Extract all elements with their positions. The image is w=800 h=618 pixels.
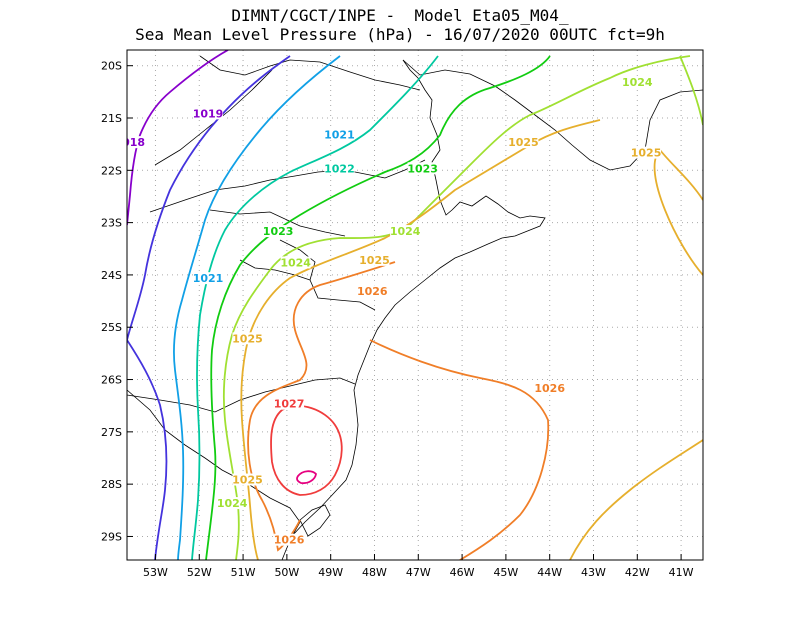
coastline-and-borders (127, 55, 703, 560)
isobar-label-bg (359, 253, 390, 266)
x-tick-label: 43W (581, 566, 606, 579)
x-tick-label: 45W (493, 566, 518, 579)
x-tick-label: 51W (231, 566, 256, 579)
isobar-label-bg (390, 225, 421, 238)
isobar-label-bg (407, 162, 438, 175)
isobar-label: 1026 (357, 285, 388, 298)
isobar-label-bg (324, 128, 355, 141)
x-tick-label: 41W (669, 566, 694, 579)
isobar-label: 1027 (274, 398, 305, 411)
state-border-7 (127, 389, 301, 541)
isobar-1025-east (653, 148, 703, 276)
isobar-label: 1026 (274, 534, 305, 547)
isobar-label-bg (508, 136, 539, 149)
isobar-label: 1024 (280, 256, 311, 269)
x-tick-label: 46W (450, 566, 475, 579)
isobar-label-bg (622, 76, 653, 88)
isobar-1023 (205, 55, 551, 560)
isobar-1027 (270, 405, 343, 496)
isobar-1022 (191, 55, 439, 560)
y-tick-label: 27S (101, 426, 122, 439)
isobar-labels: 1019 018 1021 1021 1022 1023 1023 1024 1024 1024 1… (122, 76, 662, 547)
isobar-label-bg (263, 225, 294, 238)
x-tick-label: 47W (406, 566, 431, 579)
isobar-label: 1025 (232, 332, 263, 345)
grid-lines (127, 50, 703, 560)
isobar-label: 1021 (193, 272, 224, 285)
y-tick-label: 25S (101, 321, 122, 334)
coastline (281, 59, 546, 560)
isobar-label: 018 (122, 136, 145, 149)
y-tick-label: 26S (101, 374, 122, 387)
isobar-label: 1026 (534, 382, 565, 395)
isobar-label-bg (193, 107, 224, 120)
isobar-label-bg (217, 497, 248, 510)
isobar-label-bg (357, 285, 388, 298)
isobar-1026 (247, 261, 550, 560)
isobar-label-bg (280, 256, 311, 269)
isobar-label-bg (274, 533, 305, 546)
isobar-label: 1024 (622, 76, 653, 89)
isobar-label: 1025 (508, 136, 539, 149)
state-border-5 (279, 239, 376, 311)
isobar-label-bg (232, 332, 263, 345)
y-tick-label: 29S (101, 530, 122, 543)
state-border-1 (199, 55, 421, 91)
plot-frame (126, 49, 704, 561)
lake-patos (299, 504, 331, 537)
state-border-6 (127, 377, 356, 413)
isobar-label: 1019 (193, 107, 224, 120)
isobar-label-bg (534, 382, 565, 394)
isobar-label-bg (324, 162, 355, 175)
isobar-label: 1022 (324, 162, 355, 175)
isobar-1028 (296, 470, 317, 485)
y-tick-label: 23S (101, 217, 122, 230)
y-tick-label: 20S (101, 60, 122, 73)
state-border-2 (149, 159, 426, 213)
isobar-label-bg (232, 473, 263, 486)
axis-ticks: 53W 52W 51W 50W 49W 48W 47W 46W 45W 44W 43W 42W 41W 2… (101, 60, 694, 579)
isobar-1021 (173, 55, 341, 560)
y-tick-label: 22S (101, 164, 122, 177)
state-border-4 (209, 209, 346, 237)
x-tick-label: 42W (625, 566, 650, 579)
map-subtitle: Sea Mean Level Pressure (hPa) - 16/07/20… (135, 25, 665, 44)
x-tick-label: 49W (318, 566, 343, 579)
isobar-label-bg (631, 146, 662, 159)
isobar-label: 1023 (407, 162, 438, 175)
isobar-1025-main (240, 119, 601, 560)
isobar-label-bg (274, 397, 305, 410)
isobar-1020 (127, 55, 291, 560)
isobar-1019 (127, 50, 229, 226)
y-tick-label: 21S (101, 112, 122, 125)
isobar-label: 1024 (217, 497, 248, 510)
x-tick-label: 44W (537, 566, 562, 579)
y-tick-label: 28S (101, 478, 122, 491)
isobar-label-bg (127, 136, 149, 149)
x-tick-label: 50W (274, 566, 299, 579)
map-title: DIMNT/CGCT/INPE - Model Eta05_M04_ (231, 6, 569, 25)
isobar-label: 1021 (324, 128, 355, 141)
x-tick-label: 53W (143, 566, 168, 579)
river-border (239, 259, 311, 281)
isobar-label-bg (193, 272, 224, 285)
isobar-label: 1025 (232, 474, 263, 487)
isobar-label: 1025 (631, 147, 662, 160)
x-tick-label: 52W (187, 566, 212, 579)
isobars (127, 50, 703, 560)
y-tick-label: 24S (101, 269, 122, 282)
x-tick-label: 48W (362, 566, 387, 579)
isobar-label: 1025 (359, 254, 390, 267)
isobar-1024-main (222, 55, 691, 560)
coastline-north (402, 59, 703, 171)
isobar-label: 1024 (390, 225, 421, 238)
isobar-1025-se (569, 439, 703, 560)
isobar-label: 1023 (263, 225, 294, 238)
isobar-1024-east (679, 55, 703, 126)
